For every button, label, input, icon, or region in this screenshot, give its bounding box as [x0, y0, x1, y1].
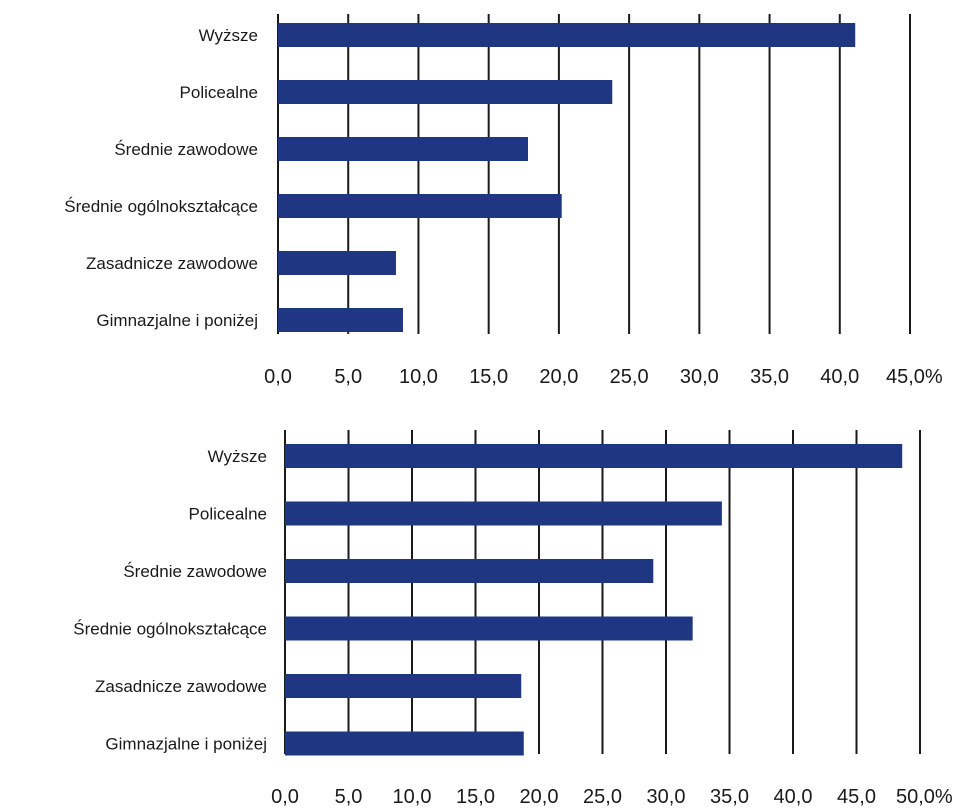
category-label: Zasadnicze zawodowe [95, 677, 267, 696]
tick-label: 45,0 [837, 786, 876, 808]
tick-label: 35,0 [750, 366, 789, 388]
category-label: Średnie zawodowe [114, 140, 258, 159]
tick-label: 20,0 [539, 366, 578, 388]
category-label: Gimnazjalne i poniżej [105, 735, 267, 754]
category-label: Wyższe [208, 447, 267, 466]
bar [285, 674, 522, 698]
tick-label: 0,0 [271, 786, 299, 808]
tick-label: 10,0 [393, 786, 432, 808]
bar [278, 251, 396, 275]
bar [285, 501, 722, 526]
chart-bottom: Wyższe Policealne Średnie zawodowe Średnie … [73, 430, 953, 808]
tick-label: 15,0 [469, 366, 508, 388]
tick-label: 50,0% [896, 786, 953, 808]
tick-label: 5,0 [335, 786, 363, 808]
tick-label: 35,0 [710, 786, 749, 808]
bar [278, 137, 528, 161]
tick-label: 30,0 [647, 786, 686, 808]
tick-label: 40,0 [820, 366, 859, 388]
category-label: Policealne [180, 83, 258, 102]
tick-label: 15,0 [456, 786, 495, 808]
tick-label: 5,0 [334, 366, 362, 388]
category-label: Zasadnicze zawodowe [86, 254, 258, 273]
tick-label: 20,0 [520, 786, 559, 808]
bar [278, 194, 562, 218]
bar [278, 80, 613, 104]
tick-label: 40,0 [774, 786, 813, 808]
tick-label: 30,0 [680, 366, 719, 388]
tick-label: 0,0 [264, 366, 292, 388]
tick-label: 10,0 [399, 366, 438, 388]
tick-label: 25,0 [583, 786, 622, 808]
bar [285, 444, 903, 468]
tick-label: 45,0% [886, 366, 943, 388]
bar [285, 559, 654, 583]
bar [278, 23, 856, 47]
tick-label: 25,0 [610, 366, 649, 388]
category-label: Średnie zawodowe [123, 562, 267, 581]
category-label: Policealne [189, 505, 267, 524]
bar [278, 308, 403, 332]
chart-top: Wyższe Policealne Średnie zawodowe Średnie … [64, 14, 943, 388]
bar [285, 731, 524, 756]
category-label: Średnie ogólnokształcące [64, 197, 258, 216]
category-label: Gimnazjalne i poniżej [96, 311, 258, 330]
category-label: Wyższe [199, 26, 258, 45]
bar [285, 616, 693, 641]
category-label: Średnie ogólnokształcące [73, 620, 267, 639]
